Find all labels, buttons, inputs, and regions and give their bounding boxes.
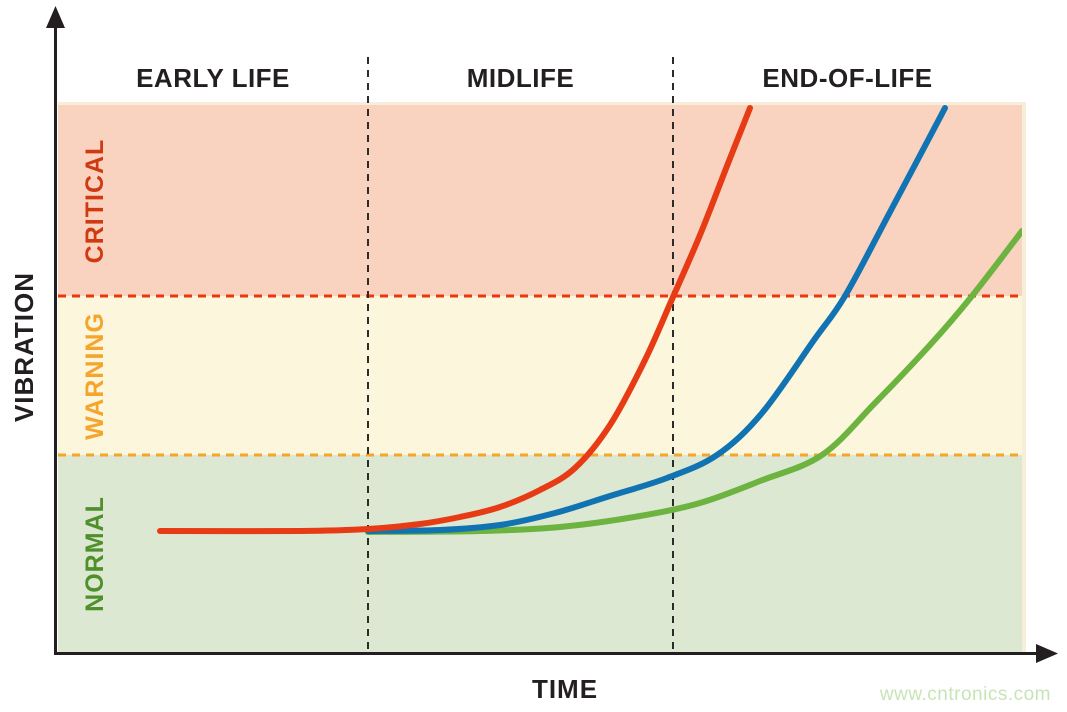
phase-label-end-of-life: END-OF-LIFE <box>762 63 933 93</box>
phase-label-midlife: MIDLIFE <box>466 63 575 93</box>
zone-band-warning <box>58 296 1022 455</box>
phase-label-early-life: EARLY LIFE <box>136 63 290 93</box>
watermark-text: www.cntronics.com <box>879 684 1051 705</box>
curves-group <box>157 105 1022 535</box>
green-curve-late-failure <box>365 228 1022 535</box>
x-axis-arrow-icon <box>1036 644 1058 663</box>
red-curve-early-failure <box>157 105 753 535</box>
blue-curve-mid-failure <box>365 105 948 534</box>
x-axis-label: TIME <box>531 674 599 704</box>
y-axis-arrow-icon <box>46 6 65 28</box>
